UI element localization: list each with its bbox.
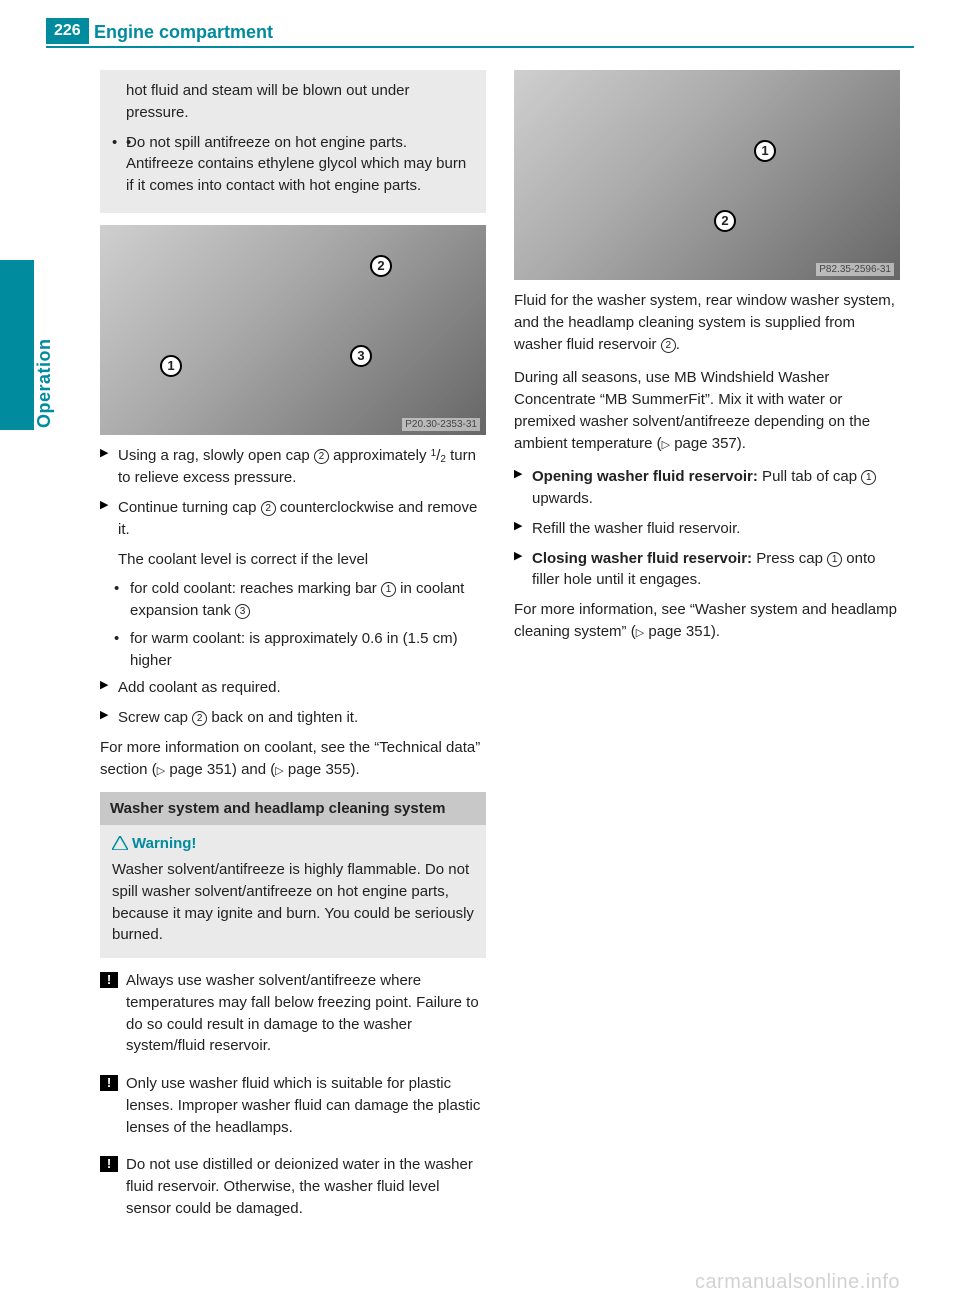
step-add-coolant: Add coolant as required.: [100, 677, 486, 699]
page-title: Engine compartment: [94, 22, 273, 43]
ref-1: 1: [861, 470, 876, 485]
warning-title: Warning!: [112, 833, 474, 855]
ref-2: 2: [261, 501, 276, 516]
step-text: approximately: [333, 447, 431, 464]
warning-body: Washer solvent/antifreeze is highly flam…: [112, 859, 474, 946]
note-plastic-lenses: ! Only use washer fluid which is suitabl…: [100, 1073, 486, 1138]
step-text: Press cap: [752, 550, 827, 567]
bullet-warm: for warm coolant: is approximately 0.6 i…: [100, 628, 486, 672]
side-tab: [0, 260, 34, 430]
text: page 351).: [644, 623, 720, 640]
watermark: carmanualsonline.info: [695, 1271, 900, 1294]
note-text: Always use washer solvent/antifreeze whe…: [126, 972, 479, 1054]
step-screw-cap: Screw cap 2 back on and tighten it.: [100, 707, 486, 729]
safety-bullet: • Do not spill antifreeze on hot engine …: [112, 132, 474, 197]
step-label: Closing washer fluid reservoir:: [532, 550, 752, 567]
step-text: Continue turning cap: [118, 499, 261, 516]
step-text: back on and tighten it.: [207, 709, 358, 726]
side-label: Operation: [34, 338, 55, 428]
figure-marker-2: 2: [714, 210, 736, 232]
ref-3: 3: [235, 604, 250, 619]
page-header: 226 Engine compartment: [0, 0, 960, 48]
step-close-reservoir: Closing washer fluid reservoir: Press ca…: [514, 548, 900, 592]
step-text: upwards.: [532, 490, 593, 507]
step-text: Using a rag, slowly open cap: [118, 447, 314, 464]
bullet-cold: for cold coolant: reaches marking bar 1 …: [100, 578, 486, 622]
figure-coolant: 1 2 3 P20.30-2353-31: [100, 225, 486, 435]
text: page 357).: [670, 435, 746, 452]
more-info-washer: For more information, see “Washer system…: [514, 599, 900, 643]
safety-bullet-text: Do not spill antifreeze on hot engine pa…: [126, 134, 466, 195]
step-remove-cap: Continue turning cap 2 counterclockwise …: [100, 497, 486, 541]
text: .: [676, 336, 680, 353]
safety-text: hot fluid and steam will be blown out un…: [112, 80, 474, 124]
step-refill: Refill the washer fluid reservoir.: [514, 518, 900, 540]
warning-box: Warning! Washer solvent/antifreeze is hi…: [100, 825, 486, 958]
level-intro: The coolant level is correct if the leve…: [100, 549, 486, 571]
ref-2: 2: [661, 338, 676, 353]
step-open-cap: Using a rag, slowly open cap 2 approxima…: [100, 445, 486, 489]
figure-washer: 1 2 P82.35-2596-31: [514, 70, 900, 280]
ref-2: 2: [192, 711, 207, 726]
note-icon: !: [100, 1075, 118, 1091]
note-text: Do not use distilled or deionized water …: [126, 1156, 473, 1217]
figure-marker-2: 2: [370, 255, 392, 277]
note-distilled-water: ! Do not use distilled or deionized wate…: [100, 1154, 486, 1219]
para-summerfit: During all seasons, use MB Windshield Wa…: [514, 367, 900, 454]
figure-marker-1: 1: [754, 140, 776, 162]
figure-label: P20.30-2353-31: [402, 418, 480, 431]
note-text: Only use washer fluid which is suitable …: [126, 1075, 480, 1136]
step-text: Screw cap: [118, 709, 192, 726]
figure-label: P82.35-2596-31: [816, 263, 894, 276]
safety-box-continued: hot fluid and steam will be blown out un…: [100, 70, 486, 213]
ref-1: 1: [827, 552, 842, 567]
text: page 351) and (: [165, 761, 275, 778]
header-rule: [46, 46, 914, 48]
note-icon: !: [100, 1156, 118, 1172]
page-number: 226: [46, 18, 89, 44]
step-open-reservoir: Opening washer fluid reservoir: Pull tab…: [514, 466, 900, 510]
note-antifreeze: ! Always use washer solvent/antifreeze w…: [100, 970, 486, 1057]
warning-title-text: Warning!: [132, 835, 196, 852]
heading-washer-system: Washer system and headlamp cleaning syst…: [100, 792, 486, 825]
ref-1: 1: [381, 582, 396, 597]
step-text: Pull tab of cap: [758, 468, 861, 485]
note-icon: !: [100, 972, 118, 988]
bullet-text: for cold coolant: reaches marking bar: [130, 580, 381, 597]
text: Fluid for the washer system, rear window…: [514, 292, 895, 353]
figure-marker-3: 3: [350, 345, 372, 367]
ref-2: 2: [314, 449, 329, 464]
para-reservoir: Fluid for the washer system, rear window…: [514, 290, 900, 355]
text: page 355).: [284, 761, 360, 778]
figure-marker-1: 1: [160, 355, 182, 377]
step-label: Opening washer fluid reservoir:: [532, 468, 758, 485]
more-info-coolant: For more information on coolant, see the…: [100, 737, 486, 781]
content-columns: hot fluid and steam will be blown out un…: [100, 70, 900, 1262]
